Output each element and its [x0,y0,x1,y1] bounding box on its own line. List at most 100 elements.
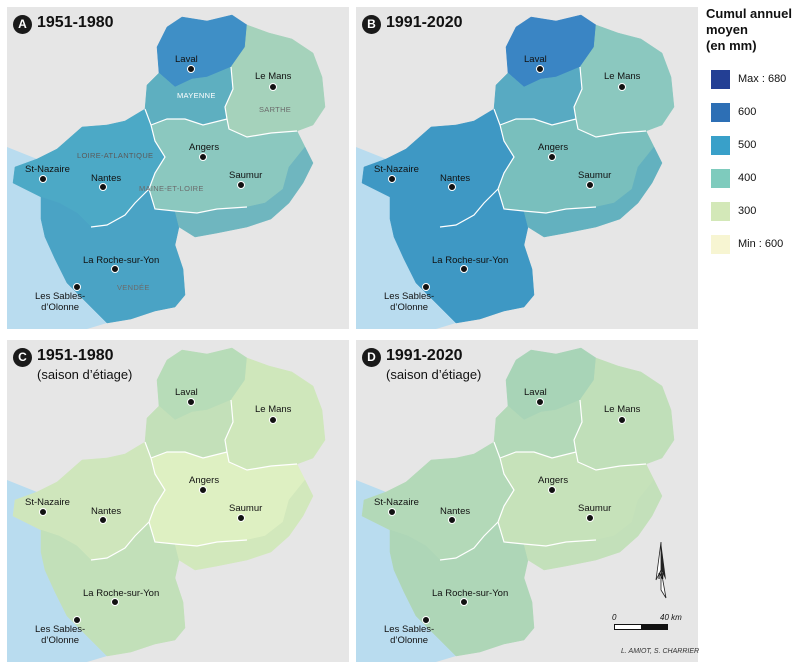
department-border [144,441,166,523]
city-marker [111,598,119,606]
city-label: Angers [538,475,569,486]
region-map [7,7,349,329]
map-panel-a: A 1951-1980 Laval Le Mans Angers St-Nazaire Na… [7,7,349,329]
legend-label: 600 [738,106,757,118]
city-marker [460,598,468,606]
legend-label: 500 [738,139,757,151]
north-arrow-icon [655,541,667,599]
legend-title: Cumul annuel moyen (en mm) [706,6,798,54]
scale-bar-fill [641,625,667,629]
city-marker [269,416,277,424]
region-map [7,340,349,662]
legend-label: Min : 600 [738,238,784,250]
panel-season-subtitle: (saison d’étiage) [37,367,133,382]
city-marker [388,508,396,516]
city-label: Laval [175,54,198,65]
city-label: Le Mans [604,404,641,415]
city-label: Saumur [578,503,612,514]
city-marker [269,83,277,91]
city-marker [99,183,107,191]
city-label: Laval [524,387,547,398]
department-border [439,521,499,561]
city-label: La Roche-sur-Yon [83,255,160,266]
department-border [499,451,577,459]
city-marker [618,416,626,424]
city-marker [199,486,207,494]
credit: L. AMIOT, S. CHARRIER [621,648,700,655]
panel-season-subtitle: (saison d’étiage) [386,367,482,382]
city-marker [548,153,556,161]
region-map [356,7,698,329]
panel-letter-badge: D [362,348,381,367]
legend-title-line: (en mm) [706,38,757,53]
panel-letter-badge: B [362,15,381,34]
city-label: Le Mans [255,71,292,82]
legend-swatch [711,169,730,188]
department-label: SARTHE [259,105,292,114]
department-border [493,108,515,190]
city-marker [187,65,195,73]
legend-label: 300 [738,205,757,217]
department-label: VENDÉE [117,283,150,292]
department-border [575,451,647,471]
department-border [573,66,583,120]
city-label: La Roche-sur-Yon [432,588,509,599]
city-label: St-Nazaire [374,164,419,175]
city-marker [422,283,430,291]
city-marker [422,616,430,624]
city-marker [99,516,107,524]
department-label: MAINE-ET-LOIRE [139,184,204,193]
panel-period-title: 1951-1980 [37,347,114,364]
panel-period-title: 1991-2020 [386,14,463,31]
city-label: Nantes [440,173,471,184]
department-border [150,451,228,459]
city-marker [448,516,456,524]
map-panel-c: C 1951-1980 (saison d’étiage) Laval Le Mans A… [7,340,349,662]
department-border [150,118,228,126]
city-label: Saumur [229,170,263,181]
legend-title-line: moyen [706,22,748,37]
legend-swatch [711,202,730,221]
city-marker [548,486,556,494]
department-border [226,451,298,471]
map-panel-d: D 1991-2020 (saison d’étiage) Laval Le Mans A… [356,340,698,662]
city-label: Nantes [91,506,122,517]
legend-swatch [711,136,730,155]
city-label: Angers [189,475,220,486]
legend-swatch [711,235,730,254]
city-label: St-Nazaire [25,497,70,508]
city-marker [586,514,594,522]
city-marker [111,265,119,273]
city-label: Le Mans [604,71,641,82]
city-marker [237,514,245,522]
department-border [497,521,597,547]
city-label: Laval [175,387,198,398]
department-border [493,441,515,523]
city-label: La Roche-sur-Yon [432,255,509,266]
legend-label: Max : 680 [738,73,787,85]
map-panel-b: B 1991-2020 Laval Le Mans Angers St-Nazaire Na… [356,7,698,329]
city-label: Le Mans [255,404,292,415]
department-border [90,521,150,561]
department-border [144,108,166,190]
department-border [499,118,577,126]
legend-title-line: Cumul annuel [706,6,792,21]
north-label: N [658,572,664,581]
city-marker [618,83,626,91]
panel-letter-badge: C [13,348,32,367]
scale-bar [614,624,668,630]
city-label: La Roche-sur-Yon [83,588,160,599]
department-border [226,118,298,138]
panel-letter-badge: A [13,15,32,34]
north-arrow: N [650,540,672,600]
department-label: LOIRE-ATLANTIQUE [77,151,154,160]
legend-swatch [711,70,730,89]
department-border [148,521,248,547]
city-label: Les Sables-d’Olonne [35,624,86,646]
department-border [90,188,150,228]
panel-period-title: 1951-1980 [37,14,114,31]
legend-swatch [711,103,730,122]
department-border [148,188,248,214]
city-marker [536,398,544,406]
city-label: St-Nazaire [25,164,70,175]
